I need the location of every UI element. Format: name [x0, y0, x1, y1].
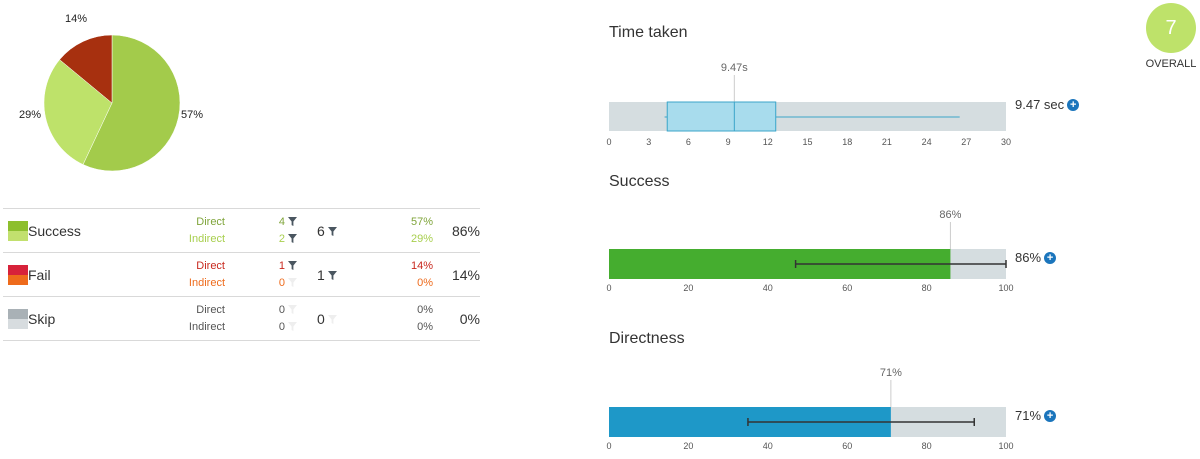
indirect-label: Indirect [188, 320, 225, 333]
indirect-percent: 0% [417, 320, 433, 333]
direct-label: Direct [196, 259, 225, 272]
overall-score-label: OVERALL [1145, 58, 1197, 70]
total-count: 6 [297, 209, 377, 253]
time-taken-title: Time taken [609, 24, 688, 41]
direct-label: Direct [196, 215, 225, 228]
median-marker-label: 9.47s [721, 62, 748, 74]
filter-icon[interactable] [288, 261, 297, 271]
indirect-count: 2 [225, 231, 297, 248]
axis-tick-label: 3 [646, 137, 651, 147]
axis-tick-label: 20 [683, 283, 693, 293]
box-iqr [666, 101, 777, 132]
pie-slice [43, 59, 113, 165]
filter-icon [327, 315, 337, 325]
indirect-label: Indirect [188, 232, 225, 245]
indirect-percent: 0% [417, 276, 433, 289]
filter-icon[interactable] [327, 271, 337, 281]
indirect-label: Indirect [188, 276, 225, 289]
axis-tick-label: 60 [842, 441, 852, 451]
axis-tick-label: 24 [922, 137, 932, 147]
axis-tick-label: 9 [726, 137, 731, 147]
axis-tick-label: 40 [763, 441, 773, 451]
direct-count: 4 [225, 214, 297, 231]
category-label: Fail [28, 266, 51, 283]
axis-tick-label: 60 [842, 283, 852, 293]
total-count: 0 [297, 297, 377, 341]
directness-value: 71% + [1015, 408, 1057, 423]
axis-tick-label: 18 [842, 137, 852, 147]
directness-chart: 71% 0 20 40 60 80 100 [606, 367, 1013, 451]
axis-tick-label: 30 [1001, 137, 1011, 147]
direct-percent: 57% [410, 215, 433, 228]
filter-icon[interactable] [288, 217, 297, 227]
category-swatch [8, 264, 28, 285]
time-taken-value: 9.47 sec + [1015, 97, 1080, 112]
indirect-percent: 29% [410, 232, 433, 245]
pie-slice [59, 34, 113, 104]
axis-tick-label: 100 [998, 441, 1013, 451]
success-chart: 86% 0 20 40 60 80 100 [606, 209, 1013, 293]
axis-tick-label: 21 [882, 137, 892, 147]
pie-slice-label: 57% [181, 109, 203, 121]
direct-percent: 14% [410, 259, 433, 272]
direct-count: 1 [225, 258, 297, 275]
direct-count: 0 [225, 302, 297, 319]
success-title: Success [609, 173, 670, 190]
axis-tick-label: 0 [606, 283, 611, 293]
filter-icon [288, 305, 297, 315]
results-table: Success Direct Indirect 4 2 6 57% 29% 86… [3, 208, 480, 341]
value-marker-label: 71% [880, 367, 902, 379]
direct-label: Direct [196, 303, 225, 316]
overall-percent: 14% [451, 266, 480, 283]
category-label: Skip [28, 310, 56, 327]
pie-slice-label: 29% [19, 109, 41, 121]
axis-tick-label: 0 [606, 441, 611, 451]
table-row: Success Direct Indirect 4 2 6 57% 29% 86… [3, 208, 480, 253]
axis-tick-label: 15 [802, 137, 812, 147]
axis-tick-label: 12 [763, 137, 773, 147]
indirect-count: 0 [225, 275, 297, 292]
indirect-count: 0 [225, 319, 297, 336]
table-row: Fail Direct Indirect 1 0 1 14% 0% 14% [3, 252, 480, 297]
pie-slice-label: 14% [65, 13, 87, 25]
time-taken-chart: 9.47s 0 3 6 9 12 15 18 21 24 27 30 [606, 62, 1011, 147]
directness-title: Directness [609, 330, 685, 347]
table-row: Skip Direct Indirect 0 0 0 0% 0% 0% [3, 296, 480, 341]
axis-tick-label: 27 [961, 137, 971, 147]
axis-tick-label: 100 [998, 283, 1013, 293]
filter-icon[interactable] [288, 234, 297, 244]
plus-icon[interactable]: + [1044, 252, 1057, 264]
filter-icon [288, 278, 297, 288]
plus-icon[interactable]: + [1044, 410, 1057, 422]
total-count: 1 [297, 253, 377, 297]
axis-tick-label: 40 [763, 283, 773, 293]
category-swatch [8, 308, 28, 329]
plus-icon[interactable]: + [1067, 99, 1080, 111]
axis-tick-label: 0 [606, 137, 611, 147]
category-label: Success [28, 222, 81, 239]
filter-icon [288, 322, 297, 332]
value-marker-label: 86% [939, 209, 961, 221]
pie-slice [82, 34, 181, 172]
overall-percent: 86% [451, 222, 480, 239]
axis-tick-label: 6 [686, 137, 691, 147]
axis-tick-label: 20 [683, 441, 693, 451]
filter-icon[interactable] [327, 227, 337, 237]
axis-tick-label: 80 [922, 283, 932, 293]
pie-chart: 57% 29% 14% [19, 13, 203, 172]
direct-percent: 0% [417, 303, 433, 316]
category-swatch [8, 220, 28, 241]
overall-percent: 0% [459, 310, 480, 327]
overall-score-badge: 7 [1146, 3, 1196, 53]
axis-tick-label: 80 [922, 441, 932, 451]
success-value: 86% + [1015, 250, 1057, 265]
